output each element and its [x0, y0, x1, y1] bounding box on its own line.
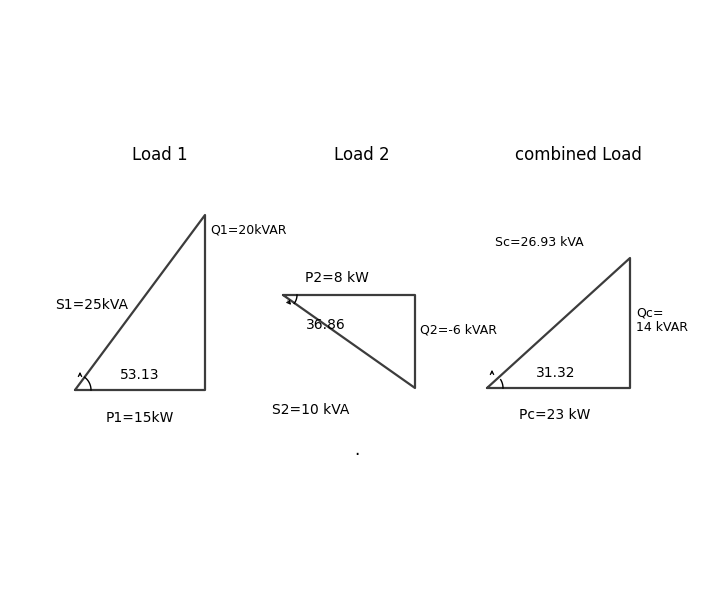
Text: S1=25kVA: S1=25kVA	[55, 298, 128, 312]
Text: P1=15kW: P1=15kW	[106, 411, 174, 425]
Text: 53.13: 53.13	[120, 368, 160, 382]
Text: Q2=-6 kVAR: Q2=-6 kVAR	[420, 323, 497, 337]
Text: 36.86: 36.86	[306, 318, 346, 332]
Text: combined Load: combined Load	[515, 146, 641, 164]
Text: Pc=23 kW: Pc=23 kW	[519, 408, 591, 422]
Text: P2=8 kW: P2=8 kW	[305, 271, 369, 285]
Text: Load 1: Load 1	[132, 146, 188, 164]
Text: .: .	[354, 441, 360, 459]
Text: Sc=26.93 kVA: Sc=26.93 kVA	[495, 237, 584, 250]
Text: 31.32: 31.32	[536, 366, 576, 380]
Text: Qc=
14 kVAR: Qc= 14 kVAR	[636, 306, 688, 334]
Text: Q1=20kVAR: Q1=20kVAR	[210, 223, 287, 237]
Text: Load 2: Load 2	[334, 146, 390, 164]
Text: S2=10 kVA: S2=10 kVA	[272, 403, 349, 417]
